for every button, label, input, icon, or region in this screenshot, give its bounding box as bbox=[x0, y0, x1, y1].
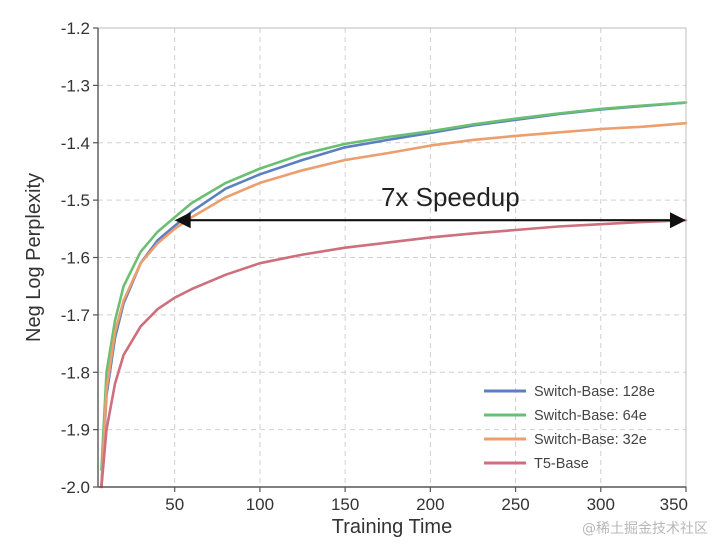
tick-labels: 50 100 150 200 250 300 350 -1.2 -1.3 -1.4 -1.5 -1.6… bbox=[61, 19, 688, 514]
x-axis-label: Training Time bbox=[332, 516, 452, 538]
y-tick-label: -2.0 bbox=[61, 478, 90, 497]
speedup-annotation: 7x Speedup bbox=[174, 182, 686, 229]
y-tick-label: -1.4 bbox=[61, 134, 90, 153]
y-tick-label: -1.7 bbox=[61, 306, 90, 325]
y-tick-label: -1.8 bbox=[61, 363, 90, 382]
y-tick-label: -1.5 bbox=[61, 191, 90, 210]
y-tick-label: -1.3 bbox=[61, 76, 90, 95]
x-tick-label: 200 bbox=[416, 495, 444, 514]
y-tick-label: -1.2 bbox=[61, 19, 90, 38]
arrowhead-left bbox=[174, 212, 191, 229]
legend: Switch-Base: 128e Switch-Base: 64e Switch-… bbox=[484, 384, 655, 472]
x-tick-label: 50 bbox=[165, 495, 184, 514]
y-tick-label: -1.6 bbox=[61, 249, 90, 268]
arrowhead-right bbox=[670, 212, 686, 229]
series-line bbox=[100, 121, 688, 489]
legend-label: Switch-Base: 32e bbox=[534, 432, 647, 448]
x-tick-label: 100 bbox=[246, 495, 274, 514]
series-line bbox=[100, 218, 688, 489]
x-tick-label: 300 bbox=[587, 495, 615, 514]
series-line bbox=[100, 101, 688, 472]
watermark: @稀土掘金技术社区 bbox=[582, 521, 708, 537]
y-tick-label: -1.9 bbox=[61, 421, 90, 440]
series-lines bbox=[100, 101, 688, 489]
legend-label: Switch-Base: 128e bbox=[534, 384, 655, 400]
legend-label: Switch-Base: 64e bbox=[534, 408, 647, 424]
legend-label: T5-Base bbox=[534, 456, 589, 472]
y-axis-label: Neg Log Perplexity bbox=[23, 173, 45, 342]
speedup-label: 7x Speedup bbox=[381, 182, 520, 212]
x-tick-label: 250 bbox=[501, 495, 529, 514]
x-tick-label: 150 bbox=[331, 495, 359, 514]
x-tick-label: 350 bbox=[660, 495, 688, 514]
